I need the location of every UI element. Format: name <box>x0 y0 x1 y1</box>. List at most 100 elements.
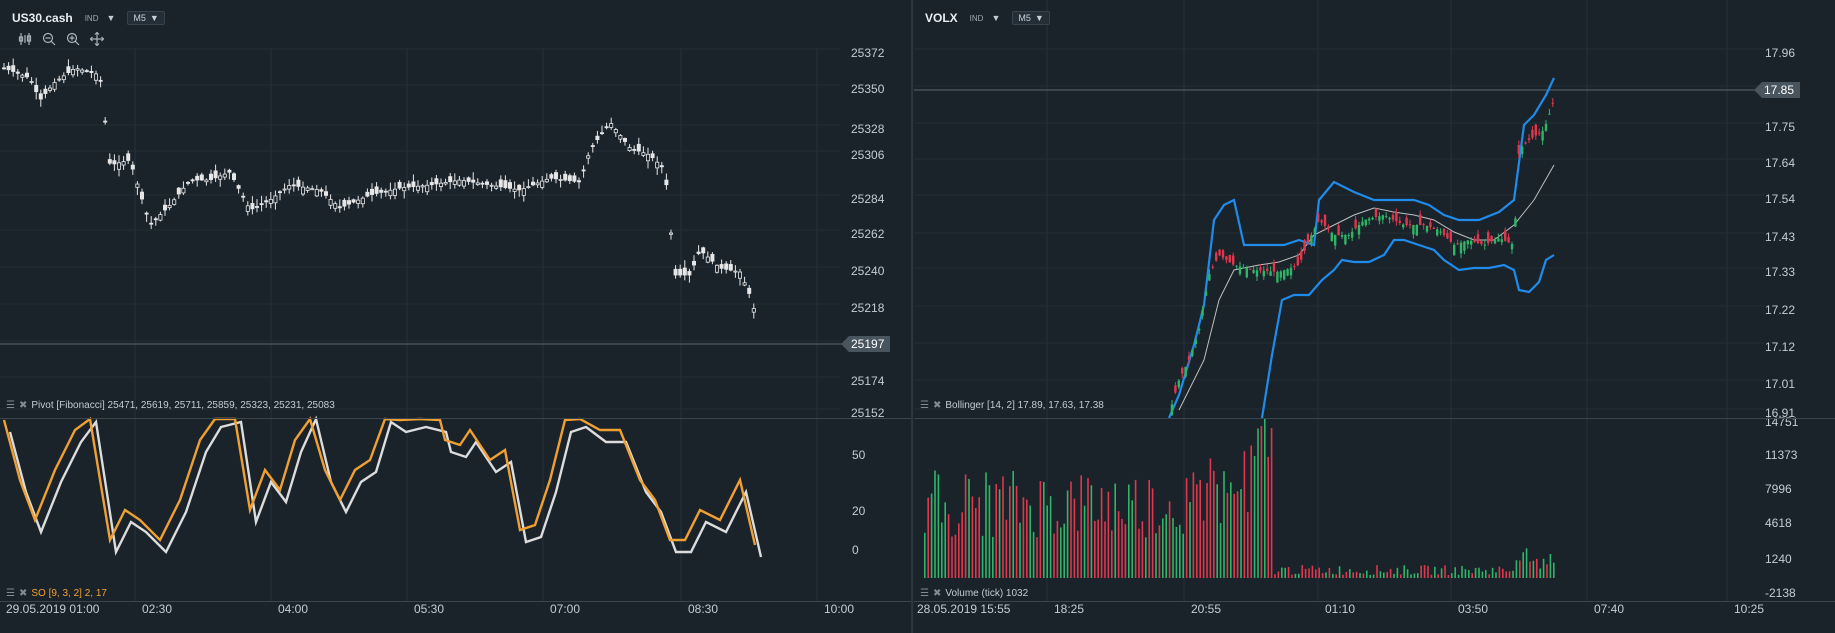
volume-indicator-label[interactable]: ☰ ✖ Volume (tick) 1032 <box>920 588 1028 599</box>
crosshair-move-icon[interactable] <box>88 30 106 48</box>
bollinger-values: Bollinger [14, 2] 17.89, 17.63, 17.38 <box>945 400 1104 411</box>
candle-body <box>1487 232 1490 244</box>
candle-body <box>1170 404 1174 415</box>
volume-bar <box>1478 567 1480 578</box>
candle-body <box>438 182 443 187</box>
volume-bar <box>1522 552 1524 578</box>
candle-body <box>572 175 577 182</box>
candle-body <box>1174 385 1177 393</box>
last-price-tag: 17.85 <box>1754 82 1801 98</box>
zoom-out-icon[interactable] <box>40 30 58 48</box>
candle-body <box>669 232 674 235</box>
indicator-settings-icon[interactable] <box>16 30 34 48</box>
volume-bar <box>1151 488 1154 578</box>
close-icon[interactable]: ✖ <box>932 400 942 411</box>
list-icon[interactable]: ☰ <box>6 588 15 599</box>
candle-body <box>719 264 724 269</box>
symbol-name: VOLX <box>925 11 958 25</box>
candle-body <box>673 268 678 276</box>
candle-body <box>388 189 393 197</box>
price-axis-label: 17.43 <box>1765 230 1795 244</box>
pivot-values: Pivot [Fibonacci] 25471, 25619, 25711, 2… <box>31 400 335 411</box>
us30-chart-canvas[interactable]: 25372 25350 25328 25306 25284 25262 25240 25218… <box>0 0 911 633</box>
candle-body <box>1272 262 1276 272</box>
timeframe-select[interactable]: M5 ▼ <box>1012 11 1050 25</box>
timeframe-select[interactable]: M5 ▼ <box>127 11 165 25</box>
volume-bar <box>1141 521 1144 578</box>
candle-body <box>397 181 402 189</box>
candle-body <box>1218 249 1221 256</box>
candle-body <box>1402 224 1405 228</box>
candle-body <box>531 181 536 186</box>
bollinger-upper-band <box>1167 77 1555 419</box>
volume-bar <box>1379 571 1382 578</box>
candle-body <box>117 162 122 170</box>
pane-divider[interactable] <box>914 418 1835 419</box>
price-axis-label: 25218 <box>851 301 885 315</box>
volume-bar <box>1087 478 1089 578</box>
candle-body <box>1252 269 1255 273</box>
candle-body <box>208 173 213 181</box>
volume-bar <box>1423 565 1426 578</box>
list-icon[interactable]: ☰ <box>920 588 929 599</box>
volume-bar <box>1298 573 1300 578</box>
volume-bar <box>1284 567 1286 578</box>
chart-panel-us30[interactable]: 25372 25350 25328 25306 25284 25262 25240 25218… <box>0 0 913 633</box>
time-label: 29.05.2019 01:00 <box>6 602 100 616</box>
close-icon[interactable]: ✖ <box>18 400 28 411</box>
volx-chart-canvas[interactable]: 17.96 17.75 17.64 17.54 17.43 17.33 17.22 17.12… <box>914 0 1835 633</box>
symbol-dropdown-icon[interactable]: ▼ <box>991 13 1001 23</box>
pivot-indicator-label[interactable]: ☰ ✖ Pivot [Fibonacci] 25471, 25619, 2571… <box>6 400 335 411</box>
candle-body <box>733 270 738 273</box>
volume-bar <box>1192 472 1195 578</box>
candle-body <box>314 189 319 197</box>
candle-body <box>655 161 660 169</box>
volume-bar <box>1039 481 1042 578</box>
volume-bar <box>1519 560 1521 578</box>
bollinger-indicator-label[interactable]: ☰ ✖ Bollinger [14, 2] 17.89, 17.63, 17.3… <box>920 400 1104 411</box>
volume-bar <box>1019 522 1021 578</box>
candle-body <box>34 84 39 93</box>
volume-bar <box>1406 569 1409 578</box>
volume-bar <box>1427 565 1429 578</box>
candle-body <box>1242 267 1245 269</box>
symbol-dropdown-icon[interactable]: ▼ <box>106 13 116 23</box>
candle-body <box>149 222 154 225</box>
candle-body <box>609 123 614 128</box>
volume-bar <box>1060 527 1062 578</box>
so-indicator-label[interactable]: ☰ ✖ SO [9, 3, 2] 2, 17 <box>6 588 107 599</box>
volume-bar <box>1491 567 1494 578</box>
candle-body <box>167 204 172 209</box>
time-label: 02:30 <box>142 602 173 616</box>
time-label: 05:30 <box>414 602 445 616</box>
close-icon[interactable]: ✖ <box>18 588 28 599</box>
volume-bar <box>1199 479 1201 578</box>
volume-bar <box>1287 567 1290 578</box>
candle-body <box>1541 130 1544 141</box>
volume-bar <box>1053 533 1055 578</box>
price-axis-label: 17.01 <box>1765 377 1795 391</box>
candle-body <box>466 177 471 182</box>
candle-body <box>75 68 80 71</box>
volume-bar <box>964 474 967 578</box>
candle-body <box>139 191 144 200</box>
candle-body <box>1493 239 1497 244</box>
candle-body <box>121 161 126 166</box>
price-axis-label: 25152 <box>851 406 885 420</box>
candle-body <box>1269 271 1272 276</box>
volume-bar <box>1532 560 1535 578</box>
candle-body <box>1490 235 1493 242</box>
chart-panel-volx[interactable]: 17.96 17.75 17.64 17.54 17.43 17.33 17.22 17.12… <box>914 0 1835 633</box>
pane-divider[interactable] <box>0 418 911 419</box>
volume-bar <box>1182 533 1184 578</box>
candle-body <box>1259 267 1262 271</box>
candle-body <box>379 189 384 193</box>
candle-body <box>715 264 720 273</box>
price-axis-label: 25262 <box>851 227 885 241</box>
close-icon[interactable]: ✖ <box>932 588 942 599</box>
list-icon[interactable]: ☰ <box>920 400 929 411</box>
candle-body <box>682 267 687 276</box>
zoom-in-icon[interactable] <box>64 30 82 48</box>
list-icon[interactable]: ☰ <box>6 400 15 411</box>
volume-bar <box>1236 491 1239 578</box>
